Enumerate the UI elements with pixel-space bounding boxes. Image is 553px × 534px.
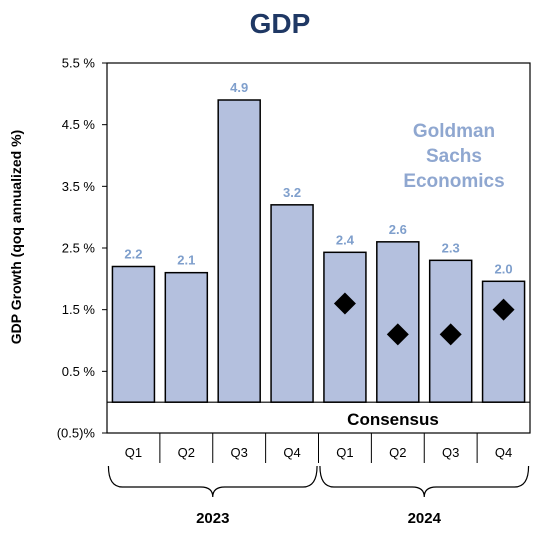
- bar: [376, 241, 420, 403]
- y-axis-label: GDP Growth (qoq annualized %): [8, 130, 24, 344]
- bar: [217, 99, 261, 403]
- data-label: 2.6: [389, 222, 407, 237]
- chart-title: GDP: [250, 8, 311, 39]
- y-tick-label: 5.5 %: [62, 56, 96, 71]
- x-tick-label: Q1: [125, 445, 142, 460]
- bar: [323, 251, 367, 403]
- data-label: 2.2: [124, 247, 142, 262]
- data-label: 4.9: [230, 80, 248, 95]
- year-bracket: [319, 465, 530, 498]
- bar: [164, 271, 209, 403]
- y-tick-labels: (0.5)% 0.5 % 1.5 % 2.5 % 3.5 % 4.5 % 5.5 %: [57, 56, 107, 441]
- x-tick-label: Q3: [442, 445, 459, 460]
- annotation-line: Sachs: [426, 146, 482, 167]
- x-tick-label: Q1: [336, 445, 353, 460]
- x-tick-labels: Q1 Q2 Q3 Q4 Q1 Q2 Q3 Q4: [125, 433, 512, 463]
- y-tick-label: 2.5 %: [62, 241, 96, 256]
- y-tick-label: 1.5 %: [62, 302, 96, 317]
- watermark-annotation: Goldman Sachs Economics: [403, 121, 504, 192]
- x-tick-label: Q3: [231, 445, 248, 460]
- annotation-line: Goldman: [413, 121, 495, 142]
- x-tick-label: Q2: [389, 445, 406, 460]
- data-label: 3.2: [283, 185, 301, 200]
- data-label: 2.0: [495, 261, 513, 276]
- year-bracket: [107, 465, 318, 498]
- x-tick-label: Q2: [178, 445, 195, 460]
- year-label: 2023: [196, 510, 229, 527]
- y-tick-label: 3.5 %: [62, 179, 96, 194]
- consensus-marker: [333, 292, 356, 315]
- bar: [270, 204, 314, 403]
- consensus-marker: [386, 323, 409, 346]
- consensus-marker: [439, 323, 462, 346]
- data-label: 2.4: [336, 232, 355, 247]
- annotation-line: Economics: [403, 171, 504, 192]
- consensus-label: Consensus: [347, 410, 439, 429]
- data-label: 2.1: [177, 253, 195, 268]
- year-brackets: 2023 2024: [107, 465, 530, 527]
- consensus-markers: [333, 292, 515, 346]
- bar: [111, 265, 156, 403]
- data-label: 2.3: [442, 240, 460, 255]
- x-tick-label: Q4: [495, 445, 512, 460]
- y-tick-label: 0.5 %: [62, 364, 96, 379]
- data-labels: 2.2 2.1 4.9 3.2 2.4 2.6 2.3 2.0: [124, 80, 512, 276]
- x-tick-label: Q4: [283, 445, 300, 460]
- bar-series: [111, 99, 526, 403]
- consensus-marker: [492, 298, 515, 321]
- y-tick-label: (0.5)%: [57, 426, 96, 441]
- y-tick-label: 4.5 %: [62, 117, 96, 132]
- year-label: 2024: [408, 510, 442, 527]
